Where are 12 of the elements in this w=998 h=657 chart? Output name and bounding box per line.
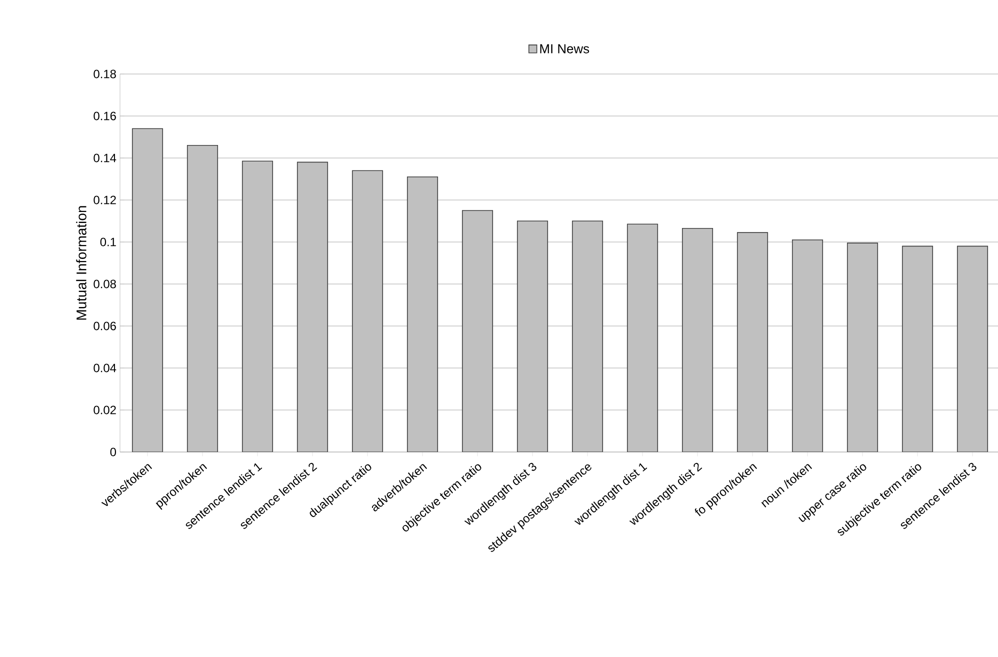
y-tick-label: 0.04 (94, 364, 116, 372)
y-tick-label: 0.16 (94, 112, 116, 120)
y-tick-label: 0.1 (100, 238, 116, 246)
y-tick-label: 0.08 (94, 280, 116, 288)
legend-label: MI News (540, 44, 590, 54)
y-tick-label: 0.18 (94, 70, 116, 78)
y-axis-title: Mutual Information (76, 206, 86, 320)
y-tick-label: 0 (110, 448, 116, 456)
y-tick-label: 0.02 (94, 406, 116, 414)
y-tick-label: 0.06 (94, 322, 116, 330)
y-tick-label: 0.12 (94, 196, 116, 204)
y-tick-label: 0.14 (94, 154, 116, 162)
